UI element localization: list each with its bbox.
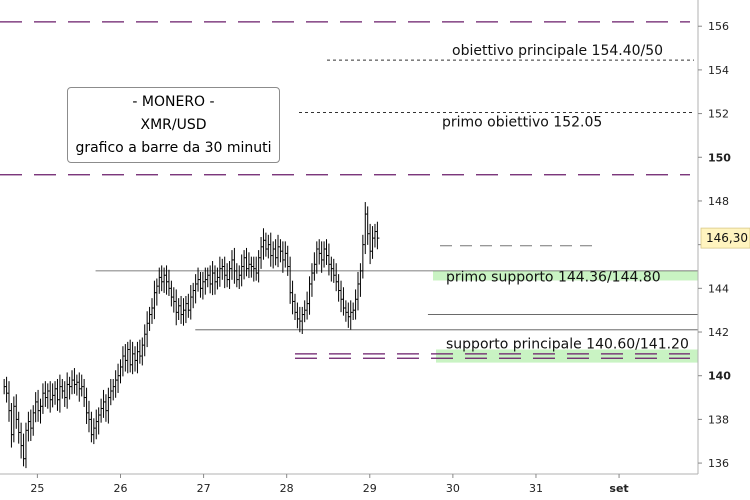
y-tick-label: 152	[708, 108, 729, 121]
y-tick-label: 140	[708, 370, 731, 383]
x-axis: 25 26 27 28 29 30 31 set	[30, 474, 629, 495]
price-bars	[3, 202, 380, 469]
y-tick-label: 142	[708, 326, 729, 339]
x-tick-label: 30	[446, 482, 460, 495]
level-label: primo supporto 144.36/144.80	[446, 270, 661, 286]
y-tick-label: 156	[708, 20, 729, 33]
price-tag	[700, 227, 750, 249]
y-tick-label: 148	[708, 195, 729, 208]
level-labels: obiettivo principale 154.40/50 primo obie…	[442, 43, 689, 352]
support-zone	[433, 270, 698, 281]
x-tick-label: 31	[529, 482, 543, 495]
x-tick-label: 26	[113, 482, 127, 495]
x-tick-label: set	[609, 482, 628, 495]
x-tick-label: 27	[197, 482, 211, 495]
level-label: obiettivo principale 154.40/50	[452, 43, 663, 59]
y-tick-label: 136	[708, 457, 729, 470]
instrument-info-box: - MONERO - XMR/USD grafico a barre da 30…	[67, 87, 280, 163]
y-tick-label: 154	[708, 64, 729, 77]
price-tag-label: 146,30	[706, 231, 748, 245]
x-tick-label: 29	[363, 482, 377, 495]
x-tick-label: 28	[280, 482, 294, 495]
level-label: primo obiettivo 152.05	[442, 114, 602, 130]
y-tick-label: 144	[708, 282, 729, 295]
y-axis: 136138140142144146148150152154156146,30	[698, 20, 750, 470]
x-tick-label: 25	[30, 482, 44, 495]
level-label: supporto principale 140.60/141.20	[446, 336, 689, 352]
support-zone	[436, 349, 698, 363]
info-line-pair: XMR/USD	[140, 117, 207, 133]
y-tick-label: 150	[708, 151, 731, 164]
info-line-name: - MONERO -	[132, 94, 215, 110]
y-tick-label: 138	[708, 413, 729, 426]
level-lines	[0, 21, 698, 363]
info-line-timeframe: grafico a barre da 30 minuti	[75, 140, 272, 156]
